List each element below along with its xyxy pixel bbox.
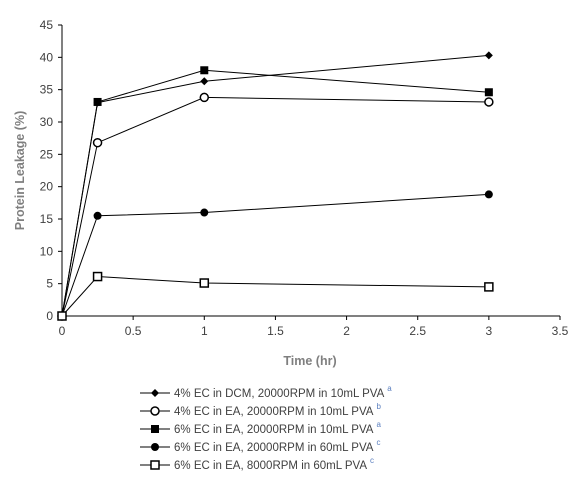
series-line: [61, 193, 489, 317]
series-4: [58, 190, 493, 320]
legend-item: 4% EC in EA, 20000RPM in 10mL PVA b: [140, 402, 381, 418]
x-tick-label: 0: [59, 324, 66, 338]
legend-superscript: a: [376, 420, 381, 429]
y-tick-label: 25: [40, 147, 54, 161]
data-point: [200, 208, 209, 217]
series-3: [58, 66, 493, 320]
y-tick-label: 20: [40, 180, 54, 194]
y-tick-label: 10: [40, 244, 54, 258]
y-tick-label: 40: [40, 50, 54, 64]
legend-superscript: b: [376, 402, 381, 411]
x-axis-title: Time (hr): [283, 354, 336, 368]
data-point: [199, 92, 210, 103]
legend-marker: [151, 389, 159, 397]
data-point: [57, 311, 67, 321]
x-tick-label: 2: [343, 324, 350, 338]
data-point: [92, 271, 103, 282]
data-point: [199, 278, 210, 288]
y-axis-title: Protein Leakage (%): [13, 111, 27, 230]
series-line: [61, 69, 489, 317]
legend-label: 6% EC in EA, 20000RPM in 60mL PVA: [174, 442, 374, 454]
legend-marker: [151, 425, 159, 433]
y-tick-label: 35: [40, 83, 54, 97]
axes: 0 5 10 15 20 25 30 35 40 45 0 0.5 1 1.5 2 2.5 3 3.5: [40, 18, 569, 338]
legend-item: 4% EC in DCM, 20000RPM in 10mL PVA a: [140, 384, 392, 400]
legend-marker: [150, 406, 160, 416]
data-point: [484, 97, 494, 107]
y-tick-label: 15: [40, 212, 54, 226]
legend: 4% EC in DCM, 20000RPM in 10mL PVA a4% EC…: [140, 384, 392, 472]
series-1: [58, 51, 493, 320]
series-line: [61, 96, 489, 317]
data-point: [92, 137, 103, 148]
x-tick-label: 3.5: [552, 324, 569, 338]
y-tick-label: 30: [40, 115, 54, 129]
legend-label: 4% EC in EA, 20000RPM in 10mL PVA: [174, 406, 374, 418]
data-point: [93, 97, 102, 106]
legend-item: 6% EC in EA, 8000RPM in 60mL PVA c: [140, 456, 374, 472]
series-5: [57, 271, 494, 321]
legend-marker: [150, 460, 160, 470]
data-point: [484, 282, 494, 292]
legend-item: 6% EC in EA, 20000RPM in 10mL PVA a: [140, 420, 381, 436]
legend-label: 4% EC in DCM, 20000RPM in 10mL PVA: [174, 388, 385, 400]
x-tick-label: 1: [201, 324, 208, 338]
legend-marker: [151, 443, 159, 451]
series-layer: [57, 51, 494, 321]
data-point: [484, 190, 493, 199]
legend-item: 6% EC in EA, 20000RPM in 60mL PVA c: [140, 438, 380, 454]
legend-label: 6% EC in EA, 8000RPM in 60mL PVA: [174, 460, 367, 472]
series-line: [61, 54, 489, 317]
y-tick-label: 5: [46, 277, 53, 291]
legend-superscript: c: [370, 456, 374, 465]
data-point: [484, 51, 493, 60]
y-tick-label: 0: [46, 309, 53, 323]
series-line: [61, 276, 489, 317]
y-tick-label: 45: [40, 18, 54, 32]
legend-superscript: c: [376, 438, 380, 447]
data-point: [93, 211, 102, 220]
x-tick-label: 1.5: [267, 324, 284, 338]
x-tick-label: 0.5: [125, 324, 142, 338]
x-tick-label: 2.5: [409, 324, 426, 338]
data-point: [200, 77, 209, 86]
legend-superscript: a: [387, 384, 392, 393]
data-point: [484, 88, 493, 97]
x-tick-label: 3: [486, 324, 493, 338]
legend-label: 6% EC in EA, 20000RPM in 10mL PVA: [174, 424, 374, 436]
data-point: [200, 66, 209, 75]
